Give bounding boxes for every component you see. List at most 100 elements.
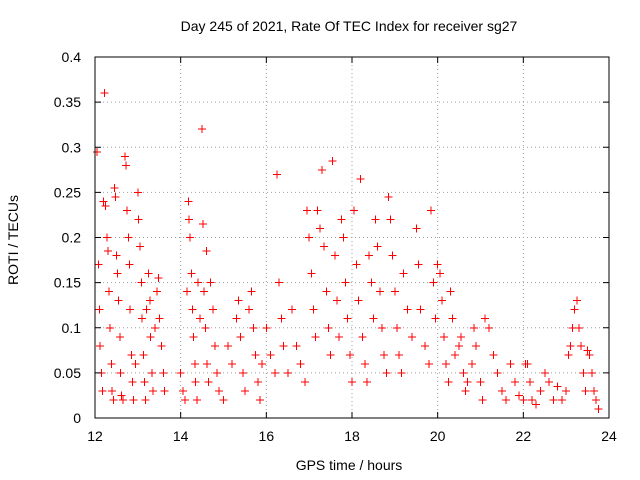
data-point [435,269,444,278]
data-point [134,215,143,224]
data-point [371,215,380,224]
data-point [390,287,399,296]
data-point [95,305,104,314]
data-point [145,296,154,305]
data-point [258,359,267,368]
data-point [127,350,136,359]
data-point [192,395,201,404]
data-point [461,386,470,395]
data-point [93,147,102,156]
data-point [234,296,243,305]
data-point [202,247,211,256]
x-tick-label: 20 [430,428,446,444]
data-point [146,332,155,341]
data-point [255,395,264,404]
data-point [103,247,112,256]
data-point [380,350,389,359]
data-point [309,305,318,314]
data-point [131,359,140,368]
data-point [525,377,534,386]
data-point [315,224,324,233]
data-point [497,386,506,395]
data-point [455,341,464,350]
data-point [245,305,254,314]
data-point [232,314,241,323]
data-point [277,314,286,323]
data-point [117,391,126,400]
data-point [96,341,105,350]
data-point [392,323,401,332]
y-tick-label: 0.4 [62,49,82,65]
data-point [178,386,187,395]
y-tick-label: 0.05 [54,365,81,381]
data-point [343,314,352,323]
data-point [562,386,571,395]
data-point [157,341,166,350]
data-point [594,404,603,413]
data-point [101,201,110,210]
data-point [328,156,337,165]
data-point [457,332,466,341]
data-point [377,323,386,332]
data-point [414,260,423,269]
data-point [195,314,204,323]
data-point [105,323,114,332]
data-point [360,359,369,368]
data-point [365,251,374,260]
data-point [94,260,103,269]
data-point [333,296,342,305]
data-point [279,341,288,350]
data-point [128,377,137,386]
data-point [572,296,581,305]
data-point [577,341,586,350]
y-tick-label: 0.2 [62,230,82,246]
data-point [433,260,442,269]
data-point [251,350,260,359]
x-tick-label: 14 [173,428,189,444]
data-point [180,395,189,404]
data-point [108,386,117,395]
data-point [160,386,169,395]
data-point [330,251,339,260]
data-point [416,305,425,314]
data-point [437,296,446,305]
data-point [420,341,429,350]
data-point [120,152,129,161]
data-point [523,359,532,368]
data-point [116,368,125,377]
grid-lines [95,57,609,418]
data-point [124,233,133,242]
data-point [350,206,359,215]
data-point [114,296,123,305]
chart-title: Day 245 of 2021, Rate Of TEC Index for r… [181,18,518,34]
data-point [345,350,354,359]
y-tick-label: 0.25 [54,184,81,200]
data-point [247,287,256,296]
data-point [575,323,584,332]
data-point [352,260,361,269]
y-tick-label: 0.35 [54,94,81,110]
data-point [348,377,356,386]
data-point [138,314,147,323]
y-tick-label: 0.15 [54,275,81,291]
data-point [510,377,519,386]
data-point [118,395,127,404]
data-point [273,170,282,179]
x-tick-label: 18 [344,428,360,444]
data-point [125,260,134,269]
data-point [532,400,541,409]
data-point [467,359,476,368]
data-point [204,377,213,386]
data-point [176,368,185,377]
y-tick-label: 0 [73,410,81,426]
data-point [440,332,449,341]
data-point [403,305,412,314]
data-point [311,332,320,341]
plot-frame [94,56,610,419]
y-tick-label: 0.1 [62,320,82,336]
data-point [223,341,232,350]
x-axis-label: GPS time / hours [296,457,403,473]
data-point [590,386,599,395]
data-point [553,382,562,391]
data-point [303,206,312,215]
